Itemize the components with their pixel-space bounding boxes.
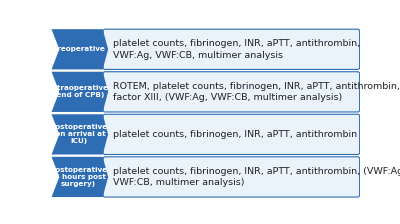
FancyBboxPatch shape: [103, 114, 360, 155]
FancyBboxPatch shape: [103, 72, 360, 112]
Polygon shape: [52, 72, 108, 112]
Text: platelet counts, fibrinogen, INR, aPTT, antithrombin,
VWF:Ag, VWF:CB, multimer a: platelet counts, fibrinogen, INR, aPTT, …: [113, 39, 360, 60]
Text: platelet counts, fibrinogen, INR, aPTT, antithrombin: platelet counts, fibrinogen, INR, aPTT, …: [113, 130, 357, 139]
Text: Preoperative: Preoperative: [52, 46, 105, 52]
Text: Postoperative
(6 hours post
surgery): Postoperative (6 hours post surgery): [50, 167, 107, 187]
Text: Intraoperative
(end of CPB): Intraoperative (end of CPB): [49, 85, 108, 98]
FancyBboxPatch shape: [103, 157, 360, 197]
Polygon shape: [52, 114, 108, 155]
Text: platelet counts, fibrinogen, INR, aPTT, antithrombin, (VWF:Ag,
VWF:CB, multimer : platelet counts, fibrinogen, INR, aPTT, …: [113, 167, 400, 187]
Polygon shape: [52, 29, 108, 69]
Polygon shape: [52, 157, 108, 197]
FancyBboxPatch shape: [103, 29, 360, 69]
Text: ROTEM, platelet counts, fibrinogen, INR, aPTT, antithrombin,
factor XIII, (VWF:A: ROTEM, platelet counts, fibrinogen, INR,…: [113, 82, 400, 102]
Text: Postoperative
(on arrival at
ICU): Postoperative (on arrival at ICU): [50, 124, 107, 144]
